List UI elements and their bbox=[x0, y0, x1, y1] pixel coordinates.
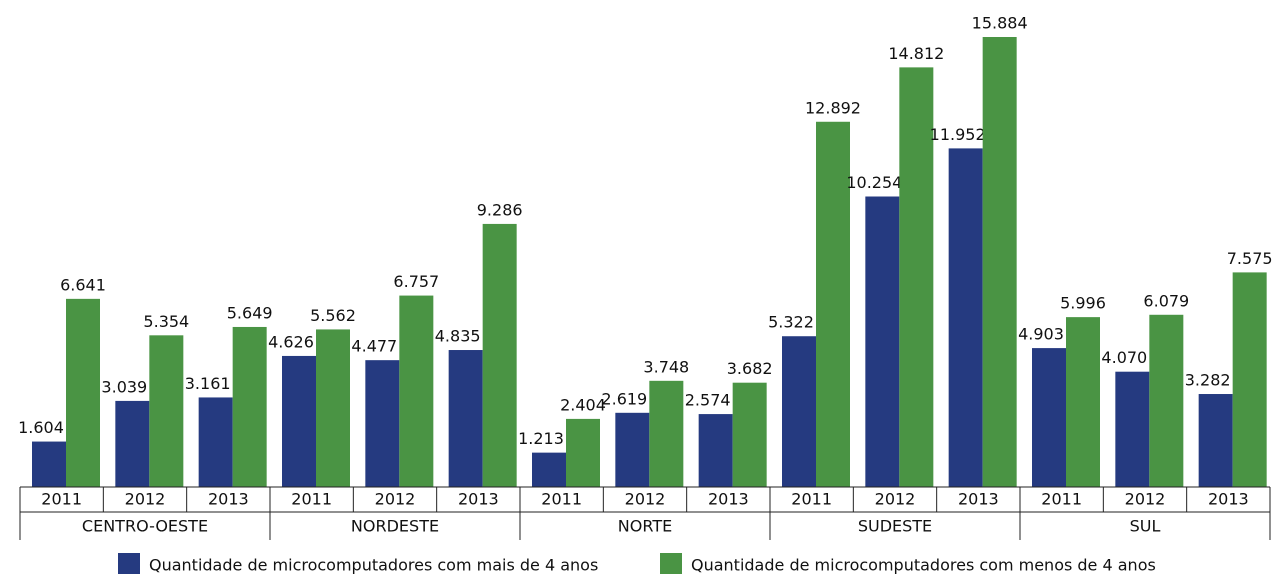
x-tick-label: 2012 bbox=[625, 490, 666, 509]
bar bbox=[532, 452, 566, 487]
bar bbox=[149, 335, 184, 487]
bar bbox=[32, 441, 66, 487]
bar bbox=[399, 295, 434, 487]
x-tick-label: 2011 bbox=[791, 490, 832, 509]
value-label: 3.161 bbox=[185, 374, 231, 393]
group-label: CENTRO-OESTE bbox=[82, 517, 208, 536]
bar bbox=[649, 380, 684, 487]
bar bbox=[1232, 272, 1267, 487]
x-tick-label: 2012 bbox=[1125, 490, 1166, 509]
value-label: 11.952 bbox=[930, 125, 986, 144]
value-label: 4.835 bbox=[435, 327, 481, 346]
bar bbox=[615, 412, 650, 487]
value-label: 4.477 bbox=[351, 337, 397, 356]
value-label: 5.649 bbox=[227, 303, 273, 322]
value-label: 2.619 bbox=[601, 389, 647, 408]
group-label: NORTE bbox=[618, 517, 672, 536]
value-label: 5.996 bbox=[1060, 294, 1106, 313]
x-tick-label: 2011 bbox=[1041, 490, 1082, 509]
value-label: 2.574 bbox=[685, 391, 731, 410]
bar bbox=[816, 121, 850, 488]
bar bbox=[448, 350, 483, 487]
bar bbox=[732, 382, 767, 487]
x-tick-label: 2013 bbox=[1208, 490, 1249, 509]
bar bbox=[566, 418, 600, 487]
x-tick-label: 2013 bbox=[458, 490, 499, 509]
value-label: 4.626 bbox=[268, 332, 314, 351]
value-label: 7.575 bbox=[1227, 249, 1273, 268]
legend-swatch bbox=[660, 553, 682, 574]
bar bbox=[948, 148, 983, 487]
x-tick-label: 2012 bbox=[125, 490, 166, 509]
x-tick-label: 2011 bbox=[541, 490, 582, 509]
bar bbox=[316, 329, 350, 487]
value-label: 4.070 bbox=[1101, 348, 1147, 367]
bar bbox=[115, 400, 150, 487]
bar bbox=[982, 37, 1017, 487]
bar bbox=[1066, 317, 1100, 487]
x-tick-label: 2011 bbox=[291, 490, 332, 509]
bar bbox=[482, 223, 517, 487]
x-tick-label: 2011 bbox=[41, 490, 82, 509]
value-label: 3.039 bbox=[101, 377, 147, 396]
value-label: 10.254 bbox=[846, 173, 902, 192]
value-label: 2.404 bbox=[560, 395, 606, 414]
value-label: 6.079 bbox=[1143, 291, 1189, 310]
bar bbox=[66, 298, 100, 487]
x-tick-label: 2013 bbox=[708, 490, 749, 509]
value-label: 9.286 bbox=[477, 200, 523, 219]
value-label: 3.682 bbox=[727, 359, 773, 378]
group-label: SUL bbox=[1130, 517, 1161, 536]
bar bbox=[365, 360, 400, 487]
bar bbox=[232, 326, 267, 487]
legend-label: Quantidade de microcomputadores com meno… bbox=[691, 556, 1156, 574]
value-label: 1.213 bbox=[518, 429, 564, 448]
group-label: NORDESTE bbox=[351, 517, 439, 536]
x-tick-label: 2013 bbox=[208, 490, 249, 509]
value-label: 12.892 bbox=[805, 98, 861, 117]
bar bbox=[865, 196, 900, 487]
value-label: 5.562 bbox=[310, 306, 356, 325]
value-label: 15.884 bbox=[972, 14, 1028, 33]
value-label: 6.641 bbox=[60, 275, 106, 294]
bar bbox=[1032, 348, 1066, 487]
value-label: 5.354 bbox=[143, 312, 189, 331]
value-label: 14.812 bbox=[888, 44, 944, 63]
value-label: 5.322 bbox=[768, 313, 814, 332]
x-tick-label: 2012 bbox=[375, 490, 416, 509]
legend-label: Quantidade de microcomputadores com mais… bbox=[149, 556, 598, 574]
bar bbox=[282, 355, 316, 487]
legend-swatch bbox=[118, 553, 140, 574]
bar bbox=[1198, 394, 1233, 487]
x-tick-label: 2013 bbox=[958, 490, 999, 509]
value-label: 3.282 bbox=[1185, 371, 1231, 390]
group-label: SUDESTE bbox=[858, 517, 932, 536]
bar bbox=[782, 336, 816, 487]
bar bbox=[198, 397, 233, 487]
value-label: 4.903 bbox=[1018, 325, 1064, 344]
value-label: 6.757 bbox=[393, 272, 439, 291]
bar bbox=[899, 67, 934, 488]
bar bbox=[1115, 371, 1150, 487]
x-tick-label: 2012 bbox=[875, 490, 916, 509]
value-label: 1.604 bbox=[18, 418, 64, 437]
bar bbox=[1149, 314, 1184, 487]
value-label: 3.748 bbox=[643, 357, 689, 376]
bar bbox=[698, 414, 733, 487]
